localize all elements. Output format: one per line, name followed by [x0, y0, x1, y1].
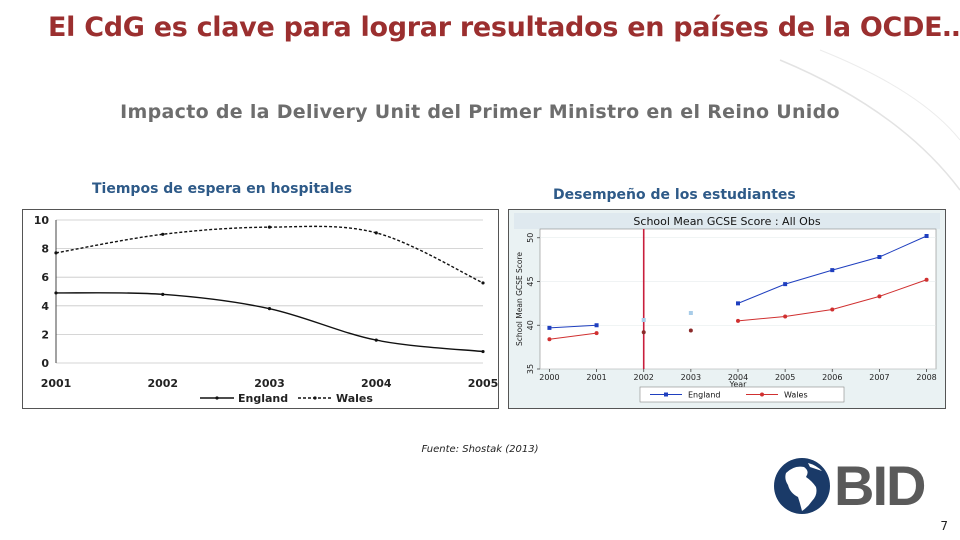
- y-tick-label: 8: [41, 243, 49, 256]
- x-tick-label: 2003: [681, 373, 701, 382]
- y-tick-label: 4: [41, 300, 49, 313]
- y-tick-label: 40: [526, 320, 535, 330]
- data-point-wales: [161, 232, 165, 236]
- student-performance-chart: School Mean GCSE Score : All Obs 35 40 45 50…: [508, 209, 946, 409]
- legend-label-england: England: [688, 391, 720, 400]
- x-tick-label: 2004: [728, 373, 748, 382]
- series-line-england: [549, 324, 597, 329]
- x-tick-label: 2007: [869, 373, 889, 382]
- data-point-wales: [877, 294, 882, 299]
- slide-title: El CdG es clave para lograr resultados e…: [48, 12, 960, 43]
- y-tick-label: 45: [526, 276, 535, 286]
- x-tick-label: 2001: [586, 373, 606, 382]
- data-point-wales: [783, 314, 788, 319]
- isolated-point: [688, 328, 693, 333]
- right-chart-panel-title: Desempeño de los estudiantes: [553, 187, 796, 203]
- y-tick-label: 2: [41, 328, 49, 341]
- x-tick-label: 2003: [254, 377, 285, 390]
- legend-box: [639, 386, 845, 403]
- data-point-wales: [374, 231, 378, 235]
- x-tick-label: 2002: [634, 373, 654, 382]
- bid-logo-text: BID: [834, 454, 926, 517]
- data-point-england: [54, 291, 58, 295]
- data-point-england: [877, 255, 882, 259]
- data-point-england: [924, 234, 929, 238]
- legend-label-wales: Wales: [784, 391, 808, 400]
- slide-subtitle: Impacto de la Delivery Unit del Primer M…: [120, 101, 840, 123]
- chart-header: [514, 213, 940, 229]
- x-tick-label: 2006: [822, 373, 842, 382]
- y-tick-label: 6: [41, 271, 49, 284]
- x-tick-label: 2005: [468, 377, 499, 390]
- data-point-england: [736, 301, 740, 306]
- isolated-point: [688, 311, 693, 315]
- data-point-wales: [736, 318, 740, 323]
- series-line-wales: [549, 332, 597, 340]
- data-point-wales: [481, 281, 485, 285]
- chart-title: School Mean GCSE Score : All Obs: [633, 215, 820, 228]
- isolated-point: [641, 318, 646, 322]
- data-point-england: [547, 325, 552, 330]
- x-axis-label: Year: [729, 380, 748, 389]
- legend-label-wales: Wales: [336, 392, 373, 405]
- legend-marker: [760, 392, 764, 397]
- y-axis-label: School Mean GCSE Score: [515, 252, 524, 346]
- bid-logo: BID: [772, 455, 942, 517]
- data-point-wales: [54, 251, 58, 255]
- data-point-wales: [924, 277, 929, 282]
- y-tick-label: 0: [41, 357, 49, 370]
- data-point-england: [161, 292, 165, 296]
- data-point-england: [830, 268, 835, 273]
- legend-marker: [313, 396, 317, 400]
- x-tick-label: 2001: [41, 377, 72, 390]
- x-tick-label: 2000: [539, 373, 559, 382]
- plot-area: [539, 228, 937, 370]
- data-point-wales: [267, 225, 272, 229]
- legend-label-england: England: [238, 392, 288, 405]
- data-point-england: [783, 282, 788, 287]
- waiting-times-chart: 0 2 4 6 8 10 2001 2002 2003 2004 2005 England Wales: [22, 209, 499, 409]
- x-tick-label: 2005: [775, 373, 795, 382]
- legend-marker: [215, 396, 219, 400]
- page-number: 7: [940, 519, 948, 533]
- data-point-england: [374, 338, 378, 342]
- x-tick-label: 2004: [361, 377, 392, 390]
- bid-globe-icon: [774, 458, 830, 514]
- data-point-wales: [547, 337, 552, 342]
- y-tick-label: 35: [526, 364, 535, 374]
- data-point-england: [481, 349, 485, 354]
- data-point-wales: [594, 331, 599, 336]
- chart-frame: [508, 209, 946, 409]
- data-point-wales: [830, 307, 835, 312]
- isolated-point: [641, 330, 646, 335]
- source-citation: Fuente: Shostak (2013): [421, 444, 539, 455]
- y-tick-label: 50: [526, 233, 535, 243]
- data-point-england: [594, 323, 599, 328]
- x-tick-label: 2008: [916, 373, 936, 382]
- y-tick-label: 10: [34, 214, 50, 227]
- x-tick-label: 2002: [147, 377, 178, 390]
- data-point-england: [267, 307, 272, 311]
- legend-marker: [664, 392, 668, 397]
- chart-frame: [22, 209, 499, 409]
- left-chart-panel-title: Tiempos de espera en hospitales: [92, 181, 353, 197]
